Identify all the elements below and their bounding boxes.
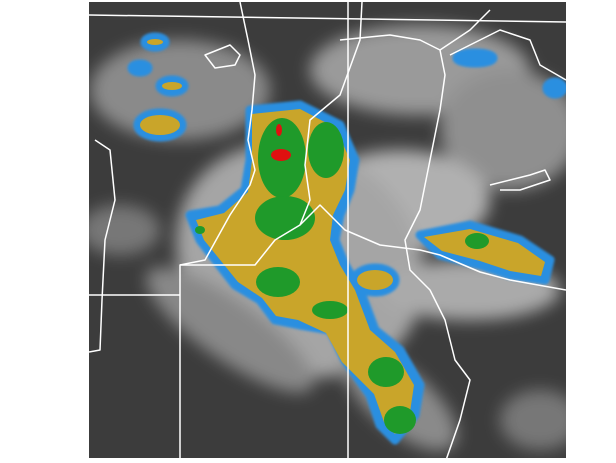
political-borders bbox=[89, 2, 566, 458]
red-level bbox=[271, 124, 291, 161]
yellow-level bbox=[140, 39, 545, 434]
